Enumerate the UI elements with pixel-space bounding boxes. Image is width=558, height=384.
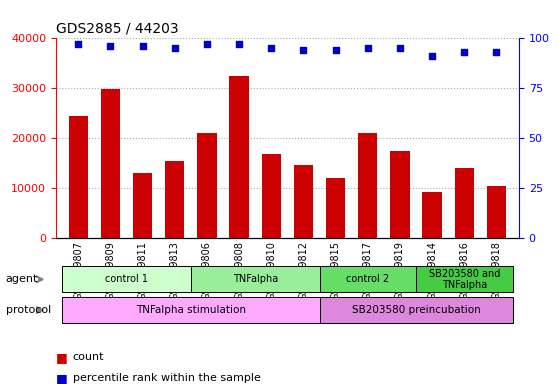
Text: SB203580 and
TNFalpha: SB203580 and TNFalpha (429, 268, 500, 290)
Text: ■: ■ (56, 351, 68, 364)
Bar (101, 89, 120, 238)
Text: percentile rank within the sample: percentile rank within the sample (73, 373, 261, 383)
Point (203, 41, 211, 48)
Bar (326, 178, 345, 238)
Bar (390, 151, 410, 238)
Text: control 2: control 2 (346, 274, 389, 285)
FancyBboxPatch shape (191, 266, 320, 292)
Bar (455, 168, 474, 238)
Point (299, 47, 308, 53)
Point (235, 41, 244, 48)
Text: agent: agent (6, 274, 38, 285)
Bar (487, 186, 506, 238)
FancyBboxPatch shape (62, 266, 191, 292)
Point (138, 43, 147, 50)
Point (363, 45, 372, 51)
Bar (69, 116, 88, 238)
Text: TNFalpha: TNFalpha (233, 274, 278, 285)
Bar (422, 192, 442, 238)
Text: TNFalpha stimulation: TNFalpha stimulation (136, 305, 246, 315)
Bar (165, 161, 185, 238)
Point (492, 49, 501, 55)
Point (106, 43, 115, 50)
Text: ■: ■ (56, 372, 68, 384)
Text: count: count (73, 352, 104, 362)
Point (331, 47, 340, 53)
Bar (262, 154, 281, 238)
Bar (198, 133, 217, 238)
FancyBboxPatch shape (416, 266, 512, 292)
Bar (133, 173, 152, 238)
Point (267, 45, 276, 51)
FancyBboxPatch shape (62, 297, 320, 323)
Point (427, 53, 436, 60)
Point (396, 45, 405, 51)
Text: control 1: control 1 (105, 274, 148, 285)
FancyBboxPatch shape (320, 266, 416, 292)
Bar (294, 165, 313, 238)
Point (170, 45, 179, 51)
Bar (229, 76, 249, 238)
Text: GDS2885 / 44203: GDS2885 / 44203 (56, 22, 179, 36)
FancyBboxPatch shape (320, 297, 512, 323)
Point (460, 49, 469, 55)
Point (74, 41, 83, 48)
Bar (358, 133, 377, 238)
Text: protocol: protocol (6, 305, 51, 315)
Text: SB203580 preincubation: SB203580 preincubation (352, 305, 480, 315)
